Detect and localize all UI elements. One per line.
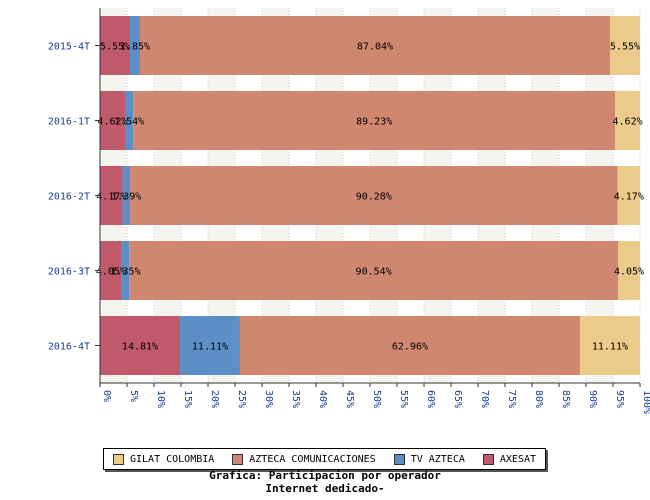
x-tick-label: 10%	[155, 390, 166, 408]
data-label-layer: 5.55%1.85% 87.04% 5.55%4.62%1.54% 89.23% 4.6…	[96, 42, 644, 353]
x-tick-label: 85%	[560, 390, 571, 408]
bar-segment	[179, 316, 240, 375]
chart-caption-line2: Internet dedicado-	[265, 482, 385, 495]
bar-segment	[122, 166, 131, 225]
y-tick-label: 2016-3T	[48, 267, 90, 278]
x-tick-label: 35%	[290, 390, 301, 408]
bar-segment	[129, 241, 619, 300]
data-label: 5.55%	[610, 42, 640, 53]
x-tick-label: 55%	[398, 390, 409, 408]
bar-segment	[617, 166, 641, 225]
legend-item: AZTECA COMUNICACIONES	[232, 453, 376, 465]
x-tick-label: 100%	[641, 390, 650, 414]
data-label: 87.04%	[357, 42, 393, 53]
legend-item: GILAT COLOMBIA	[112, 453, 215, 465]
data-label: 4.05%	[96, 267, 126, 278]
bar-segment	[100, 16, 130, 75]
y-tick-label: 2016-1T	[48, 117, 90, 128]
legend-item: TV AZTECA	[393, 453, 465, 465]
bar-segment	[124, 91, 134, 150]
x-tick-label: 70%	[479, 390, 490, 408]
bar-segment	[130, 166, 618, 225]
data-label: 4.62%	[97, 117, 127, 128]
legend-label: AXESAT	[499, 453, 536, 465]
data-label: 11.11%	[592, 342, 628, 353]
data-label: 90.28%	[356, 192, 392, 203]
bar-segment	[139, 16, 610, 75]
legend-swatch	[112, 453, 124, 465]
data-label: 4.17%	[614, 192, 644, 203]
x-tick-label: 95%	[614, 390, 625, 408]
data-label: 90.54%	[356, 267, 392, 278]
legend-label: GILAT COLOMBIA	[129, 453, 215, 465]
bar-segment	[618, 241, 640, 300]
data-label: 14.81%	[122, 342, 158, 353]
y-tick-label: 2016-2T	[48, 192, 90, 203]
bar-layer	[100, 16, 641, 375]
data-label: 1.85%	[120, 42, 150, 53]
legend-swatch	[482, 453, 494, 465]
bar-segment	[100, 91, 125, 150]
legend-swatch	[232, 453, 244, 465]
data-label: 4.05%	[614, 267, 644, 278]
data-label: 5.55%	[100, 42, 130, 53]
x-tick-label: 5%	[128, 390, 139, 402]
bar-segment	[579, 316, 640, 375]
x-tick-label: 15%	[182, 390, 193, 408]
x-tick-label: 30%	[263, 390, 274, 408]
bar-segment	[129, 16, 140, 75]
x-tick-label: 25%	[236, 390, 247, 408]
x-tick-label: 50%	[371, 390, 382, 408]
data-label: 1.39%	[111, 192, 141, 203]
data-label: 4.62%	[613, 117, 643, 128]
bar-segment	[609, 16, 640, 75]
x-tick-label: 40%	[317, 390, 328, 408]
data-label: 1.35%	[110, 267, 140, 278]
x-tick-label: 0%	[101, 390, 112, 402]
chart-caption-line1: Grafica: Participacion por operador	[209, 469, 441, 482]
stacked-bar-chart: 5.55%1.85% 87.04% 5.55%4.62%1.54% 89.23% 4.6…	[48, 8, 650, 414]
x-tick-label: 90%	[587, 390, 598, 408]
chart-legend: GILAT COLOMBIA AZTECA COMUNICACIONES TV AZ…	[103, 448, 546, 470]
bar-segment	[100, 166, 123, 225]
data-label: 11.11%	[192, 342, 228, 353]
y-tick-label: 2016-4T	[48, 342, 90, 353]
x-tick-label: 20%	[209, 390, 220, 408]
data-label: 62.96%	[392, 342, 428, 353]
data-label: 4.17%	[96, 192, 126, 203]
x-tick-label: 75%	[506, 390, 517, 408]
x-tick-label: 80%	[533, 390, 544, 408]
legend-swatch	[393, 453, 405, 465]
x-tick-label: 45%	[344, 390, 355, 408]
data-label: 89.23%	[356, 117, 392, 128]
y-tick-label: 2015-4T	[48, 42, 90, 53]
legend-label: TV AZTECA	[410, 453, 465, 465]
bar-segment	[121, 241, 130, 300]
legend-item: AXESAT	[482, 453, 536, 465]
x-tick-label: 60%	[425, 390, 436, 408]
bar-segment	[100, 241, 122, 300]
bar-segment	[239, 316, 580, 375]
legend-label: AZTECA COMUNICACIONES	[249, 453, 376, 465]
bar-segment	[615, 91, 641, 150]
axes: 2015-4T 2016-1T 2016-2T 2016-3T 2016-4T 0% 5% 1…	[48, 8, 650, 414]
bar-segment	[100, 316, 180, 375]
data-label: 1.54%	[114, 117, 144, 128]
bar-segment	[133, 91, 616, 150]
x-tick-label: 65%	[452, 390, 463, 408]
